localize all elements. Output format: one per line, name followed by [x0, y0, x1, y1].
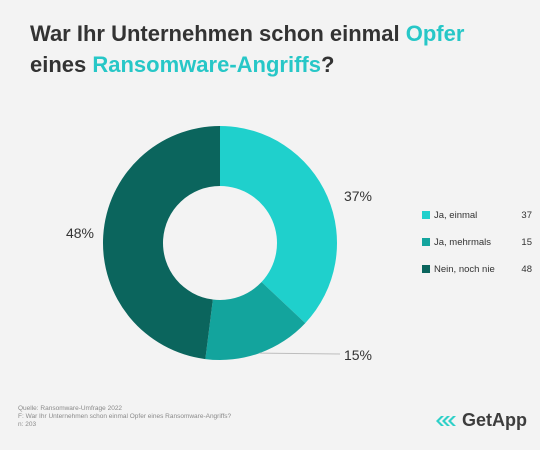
percent-label-2: 48% — [66, 225, 94, 241]
title-text-2: eines — [30, 52, 93, 77]
donut-slice-0 — [220, 126, 337, 324]
legend-value: 15 — [521, 236, 532, 248]
legend-item-nein-noch-nie: Nein, noch nie 48 — [422, 262, 532, 276]
title-highlight-opfer: Opfer — [405, 21, 465, 46]
footer-source: Quelle: Ransomware-Umfrage 2022 — [18, 405, 123, 412]
legend: Ja, einmal 37 Ja, mehrmals 15 Nein, noch… — [422, 208, 532, 289]
percent-label-1: 15% — [344, 347, 372, 363]
legend-value: 48 — [521, 263, 532, 275]
legend-label: Ja, einmal — [434, 209, 478, 221]
leader-line — [259, 352, 341, 355]
brand-logo: GetApp — [436, 410, 527, 431]
footer-sample-size: n: 203 — [18, 421, 37, 428]
getapp-logo-icon — [436, 415, 456, 426]
footer-notes: Quelle: Ransomware-Umfrage 2022 F: War I… — [18, 405, 231, 429]
legend-value: 37 — [521, 209, 532, 221]
legend-swatch — [422, 265, 430, 273]
legend-label: Ja, mehrmals — [434, 236, 492, 248]
title-text: War Ihr Unternehmen schon einmal — [30, 21, 406, 46]
donut-slice-2 — [102, 126, 220, 360]
brand-name: GetApp — [462, 410, 527, 430]
footer-question: F: War Ihr Unternehmen schon einmal Opfe… — [18, 413, 232, 420]
chart-title: War Ihr Unternehmen schon einmal Opfer e… — [30, 18, 520, 80]
title-question-mark: ? — [320, 52, 335, 77]
title-highlight-ransomware: Ransomware-Angriffs — [92, 52, 321, 77]
legend-swatch — [422, 211, 430, 219]
legend-item-ja-einmal: Ja, einmal 37 — [422, 208, 532, 222]
legend-swatch — [422, 238, 430, 246]
donut-slice-1 — [205, 282, 306, 360]
percent-label-0: 37% — [344, 188, 372, 204]
legend-item-ja-mehrmals: Ja, mehrmals 15 — [422, 235, 532, 249]
legend-label: Nein, noch nie — [434, 263, 495, 275]
